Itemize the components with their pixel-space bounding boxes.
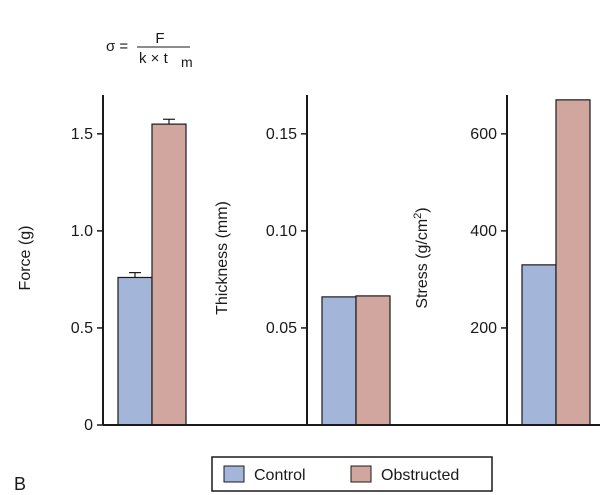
formula-denominator-subscript: m [181, 54, 193, 70]
y-tick-label: 0.10 [266, 223, 297, 240]
panel-2: 0.05 0.10 0.15 Thickness (mm) [214, 95, 391, 426]
y-tick-label: 1.5 [71, 126, 93, 143]
formula-lhs: σ = [106, 38, 128, 55]
y-tick-label: 400 [470, 223, 497, 240]
bar-control [521, 264, 557, 426]
chart-panels: 0 0.5 1.0 1.5 Force (g) 0.05 0.10 0.15 Thickness… [17, 95, 591, 434]
panel-1: 0 0.5 1.0 1.5 Force (g) [17, 95, 187, 434]
legend-swatch-control [223, 465, 245, 483]
bar-obstructed [355, 295, 391, 426]
y-tick-label: 0.05 [266, 320, 297, 337]
legend-swatch-obstructed [350, 465, 372, 483]
y-axis-label: Force (g) [17, 226, 34, 291]
y-tick-label: 0.15 [266, 126, 297, 143]
bar-obstructed [555, 99, 591, 426]
y-tick-label: 0.5 [71, 320, 93, 337]
bar-control [117, 276, 153, 426]
formula-denominator: k × t [139, 50, 169, 67]
y-tick-label: 0 [84, 417, 93, 434]
formula-numerator: F [155, 30, 164, 47]
formula: σ = F k × t m [106, 30, 193, 70]
y-tick-label: 1.0 [71, 223, 93, 240]
y-tick-label: 600 [470, 126, 497, 143]
y-axis-label: Thickness (mm) [214, 201, 231, 315]
bar-control [321, 296, 357, 426]
y-axis-label: Stress (g/cm2) [412, 207, 431, 308]
bar-obstructed [151, 123, 187, 426]
legend-box [211, 456, 493, 492]
panel-3: 200 400 600 Stress (g/cm2) [412, 95, 591, 426]
panel-letter: B [14, 474, 26, 494]
legend: Control Obstructed [211, 456, 493, 492]
y-tick-label: 200 [470, 320, 497, 337]
legend-label-control: Control [254, 467, 306, 484]
legend-label-obstructed: Obstructed [381, 467, 459, 484]
